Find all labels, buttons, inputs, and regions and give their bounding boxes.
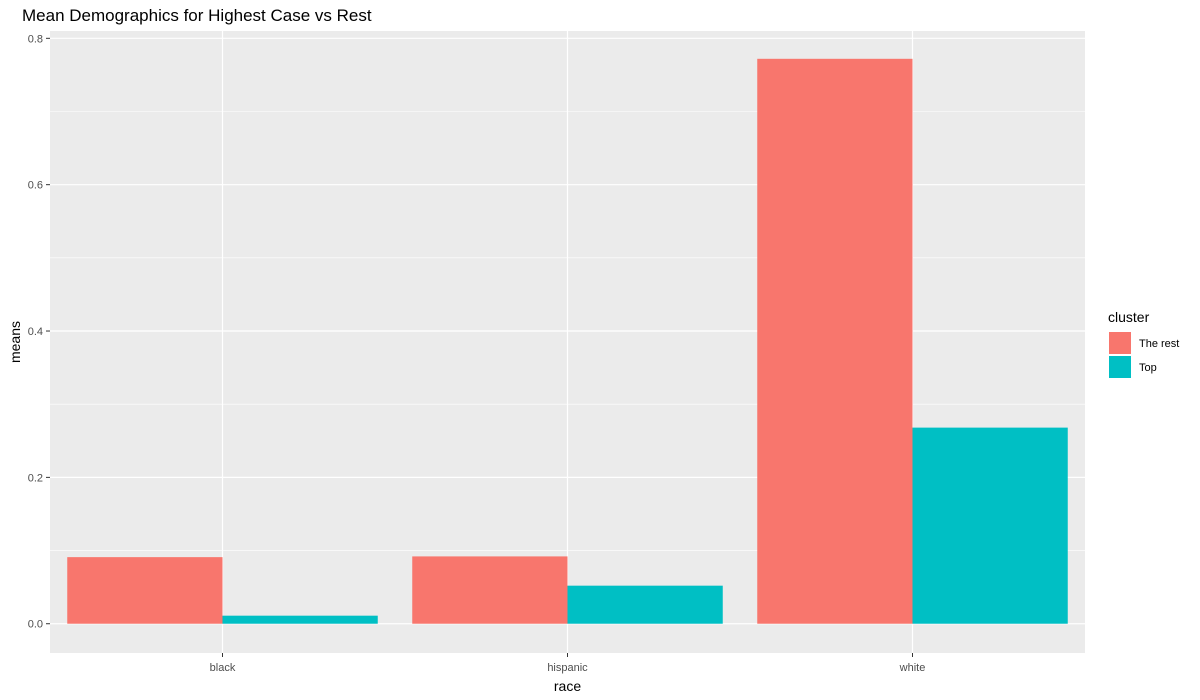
x-tick-label: white [899,662,926,674]
legend: cluster The rest Top [1108,309,1179,378]
bar [567,585,723,624]
x-tick-label: black [210,662,236,674]
legend-key [1109,332,1131,354]
y-tick-label: 0.4 [28,326,43,338]
bar [912,427,1068,624]
y-tick-label: 0.2 [28,472,43,484]
x-axis-ticks: black hispanic white [210,653,926,674]
x-tick-label: hispanic [547,662,588,674]
x-axis-title: race [554,678,581,694]
y-tick-label: 0.6 [28,180,43,192]
y-tick-label: 0.0 [28,619,43,631]
bar [412,556,568,624]
y-axis-ticks: 0.0 0.2 0.4 0.6 0.8 [28,33,50,631]
legend-key [1109,356,1131,378]
bar [757,58,913,624]
bar [222,615,378,624]
bar [67,557,223,624]
legend-label: The rest [1139,338,1179,350]
legend-title: cluster [1108,309,1150,325]
bars [67,58,1068,624]
y-tick-label: 0.8 [28,33,43,45]
legend-label: Top [1139,362,1157,374]
y-axis-title: means [7,321,23,363]
chart-title: Mean Demographics for Highest Case vs Re… [22,6,372,25]
